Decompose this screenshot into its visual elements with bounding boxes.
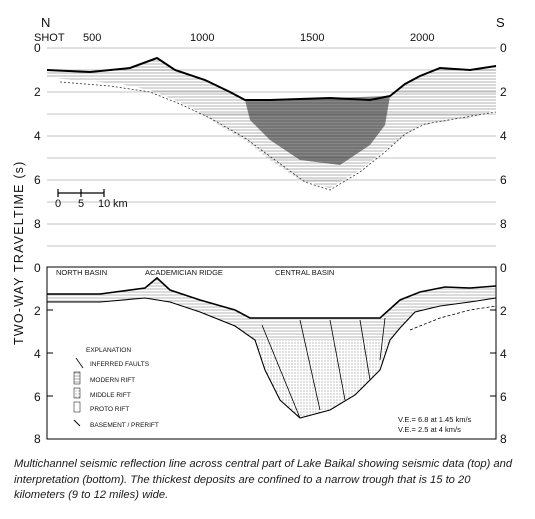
legend-item-inferred-faults: INFERRED FAULTS — [90, 361, 150, 368]
bottom-right-depth-2: 2 — [500, 304, 507, 318]
top-left-depth-0: 0 — [34, 41, 41, 55]
shot-tick-2000: 2000 — [410, 32, 434, 44]
seafloor-line — [47, 276, 497, 319]
top-right-depth-8: 8 — [500, 217, 507, 231]
interpretation-geology — [47, 276, 497, 419]
scale-tick-10: 10 — [98, 198, 110, 210]
figure-caption: Multichannel seismic reflection line acr… — [14, 458, 513, 501]
scale-tick-5: 5 — [78, 198, 84, 210]
top-left-depth-4: 4 — [34, 129, 41, 143]
top-left-depth-6: 6 — [34, 173, 41, 187]
dashed-reflector — [409, 305, 497, 331]
bottom-right-depth-0: 0 — [500, 261, 507, 275]
legend-modern-rift-swatch — [73, 371, 81, 385]
top-right-depth-6: 6 — [500, 173, 507, 187]
proto-rift-layer — [255, 340, 390, 418]
bottom-left-depth-4: 4 — [34, 347, 41, 361]
top-left-depth-2: 2 — [34, 85, 41, 99]
bottom-left-depth-0: 0 — [34, 261, 41, 275]
bottom-right-depth-4: 4 — [500, 347, 507, 361]
shot-label: SHOT — [34, 32, 65, 44]
shot-tick-1500: 1500 — [300, 32, 324, 44]
velocity-note-1: V.E.= 6.8 at 1.45 km/s — [398, 415, 472, 424]
legend-item-basement: BASEMENT / PRERIFT — [90, 422, 159, 429]
legend-item-modern-rift: MODERN RIFT — [90, 377, 135, 384]
bottom-right-depth-6: 6 — [500, 390, 507, 404]
top-right-depth-0: 0 — [500, 41, 507, 55]
top-left-depth-8: 8 — [34, 217, 41, 231]
legend-basement-swatch — [73, 419, 81, 427]
bottom-tick-marks — [47, 309, 496, 397]
modern-rift-layer — [47, 278, 496, 340]
label-north-basin: NORTH BASIN — [56, 268, 107, 277]
legend-title: EXPLANATION — [86, 347, 131, 354]
bottom-left-depth-6: 6 — [34, 390, 41, 404]
inferred-fault-lines — [261, 317, 386, 419]
shot-tick-1000: 1000 — [190, 32, 214, 44]
legend-fault-swatch — [75, 357, 84, 369]
seismic-basement-reflector — [59, 81, 497, 191]
label-academician-ridge: ACADEMICIAN RIDGE — [145, 268, 223, 277]
velocity-note-2: V.E.= 2.5 at 4 km/s — [398, 425, 461, 434]
scale-tick-0: 0 — [55, 198, 61, 210]
y-axis-title: TWO-WAY TRAVELTIME (s) — [12, 161, 26, 346]
south-label: S — [496, 15, 505, 30]
bottom-left-depth-8: 8 — [34, 432, 41, 446]
north-label: N — [41, 15, 50, 30]
legend-proto-rift-swatch — [73, 401, 81, 413]
legend-item-proto-rift: PROTO RIFT — [90, 406, 129, 413]
scale-unit: km — [113, 198, 128, 210]
seismic-data-panel: N S SHOT 500 1000 1500 2000 0 2 4 6 8 0 … — [34, 15, 507, 247]
bottom-right-depth-8: 8 — [500, 432, 507, 446]
explanation-legend: EXPLANATION INFERRED FAULTS MODERN RIFT … — [73, 347, 159, 429]
label-central-basin: CENTRAL BASIN — [275, 268, 334, 277]
legend-middle-rift-swatch — [73, 387, 81, 399]
bottom-left-depth-2: 2 — [34, 304, 41, 318]
top-right-depth-2: 2 — [500, 85, 507, 99]
legend-item-middle-rift: MIDDLE RIFT — [90, 392, 131, 399]
interpretation-panel: 0 2 4 6 8 0 2 4 6 8 NORTH BASIN ACADEMIC… — [34, 261, 507, 446]
shot-tick-500: 500 — [83, 32, 101, 44]
top-right-depth-4: 4 — [500, 129, 507, 143]
seismic-seafloor — [46, 56, 497, 102]
seismic-section — [46, 56, 497, 191]
scale-bar: 0 5 10 km — [55, 189, 128, 210]
seismic-trough-dark — [245, 96, 390, 165]
